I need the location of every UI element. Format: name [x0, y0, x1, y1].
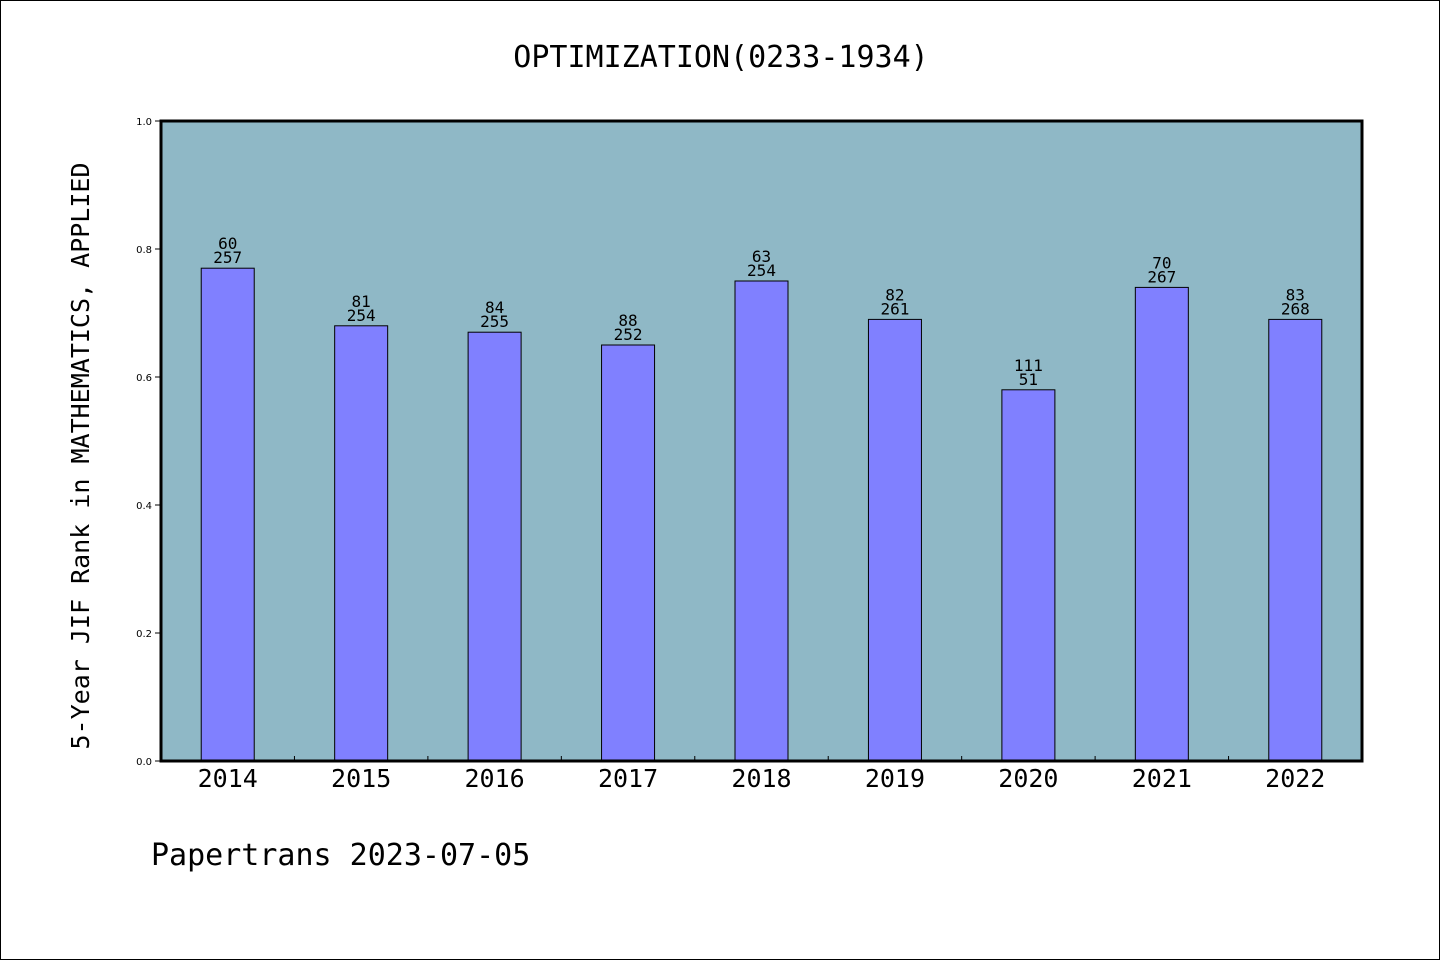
bar-2022 — [1268, 318, 1323, 762]
bar-label-rank-2016: 84 — [485, 298, 504, 317]
bars-layer — [200, 267, 1323, 762]
bar-label-rank-2019: 82 — [885, 285, 904, 304]
bar-label-total-2015: 254 — [347, 306, 376, 325]
x-tick-label-2021: 2021 — [1132, 764, 1192, 793]
x-tick-label-2017: 2017 — [598, 764, 658, 793]
bar-label-rank-2022: 83 — [1286, 285, 1305, 304]
bar-label-total-2017: 252 — [614, 325, 643, 344]
bar-label-rank-2021: 70 — [1152, 253, 1171, 272]
chart-title: OPTIMIZATION(0233-1934) — [513, 40, 928, 75]
bar-label-rank-2018: 63 — [752, 247, 771, 266]
plot-border — [159, 119, 1364, 763]
bar-label-rank-2015: 81 — [352, 292, 371, 311]
bar-label-total-2022: 268 — [1281, 299, 1310, 318]
y-tick-label: 0.4 — [136, 501, 152, 512]
bar-2018 — [734, 280, 789, 762]
x-tick-label-2019: 2019 — [865, 764, 925, 793]
bar-2017 — [601, 344, 656, 762]
bar-2016 — [467, 331, 522, 762]
x-tick-label-2016: 2016 — [465, 764, 525, 793]
bar-label-rank-2017: 88 — [618, 311, 637, 330]
bar-2015 — [334, 325, 389, 762]
bar-label-total-2021: 267 — [1147, 267, 1176, 286]
y-tick-label: 0.8 — [136, 245, 152, 256]
bar-label-rank-2020: 111 — [1014, 356, 1043, 375]
bar-2021 — [1134, 286, 1189, 762]
x-tick-label-2015: 2015 — [331, 764, 391, 793]
y-ticks: 0.0 0.2 0.4 0.6 0.8 1.0 — [136, 117, 161, 768]
bar-label-total-2014: 257 — [213, 248, 242, 267]
y-tick-label: 1.0 — [136, 117, 152, 128]
bar-label-total-2018: 254 — [747, 261, 776, 280]
x-tick-label-2014: 2014 — [198, 764, 258, 793]
x-tick-label-2018: 2018 — [731, 764, 791, 793]
bar-2019 — [867, 318, 922, 762]
bar-2020 — [1001, 389, 1056, 762]
bar-label-total-2020: 51 — [1019, 370, 1038, 389]
bar-label-total-2019: 261 — [880, 299, 909, 318]
y-tick-label: 0.2 — [136, 629, 152, 640]
x-ticks: 2014 2015 2016 2017 2018 2019 2020 2021 2022 — [198, 756, 1325, 793]
x-tick-label-2022: 2022 — [1265, 764, 1325, 793]
y-axis-label: 5-Year JIF Rank in MATHEMATICS, APPLIED — [66, 163, 95, 750]
y-tick-label: 0.6 — [136, 373, 152, 384]
bar-2014 — [200, 267, 255, 762]
x-tick-label-2020: 2020 — [998, 764, 1058, 793]
y-tick-label: 0.0 — [136, 757, 152, 768]
bar-label-total-2016: 255 — [480, 312, 509, 331]
footer-credit: Papertrans 2023-07-05 — [151, 838, 530, 873]
bar-label-rank-2014: 60 — [218, 234, 237, 253]
